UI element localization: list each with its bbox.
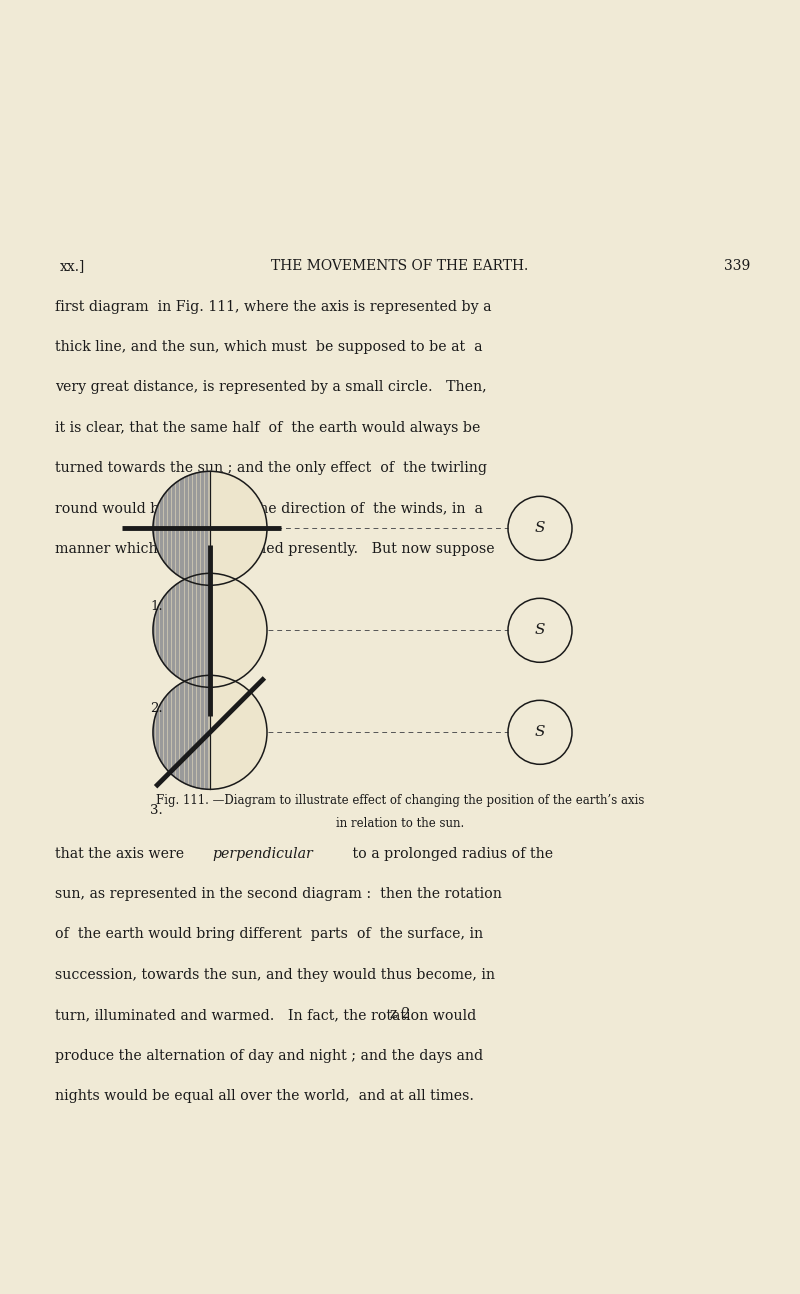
Text: THE MOVEMENTS OF THE EARTH.: THE MOVEMENTS OF THE EARTH.: [271, 259, 529, 273]
Text: z 2: z 2: [390, 1008, 410, 1021]
Text: sun, as represented in the second diagram :  then the rotation: sun, as represented in the second diagra…: [55, 888, 502, 901]
Text: in relation to the sun.: in relation to the sun.: [336, 817, 464, 829]
Text: S: S: [534, 726, 546, 739]
Text: turn, illuminated and warmed.   In fact, the rotation would: turn, illuminated and warmed. In fact, t…: [55, 1008, 476, 1022]
Text: it is clear, that the same half  of  the earth would always be: it is clear, that the same half of the e…: [55, 421, 480, 435]
Text: first diagram  in Fig. 111, where the axis is represented by a: first diagram in Fig. 111, where the axi…: [55, 299, 491, 313]
Text: to a prolonged radius of the: to a prolonged radius of the: [348, 846, 553, 861]
Text: manner which will be explained presently.   But now suppose: manner which will be explained presently…: [55, 542, 494, 556]
Text: S: S: [534, 521, 546, 536]
Polygon shape: [210, 573, 267, 687]
Text: 1.: 1.: [150, 599, 162, 612]
Text: produce the alternation of day and night ; and the days and: produce the alternation of day and night…: [55, 1048, 483, 1062]
Text: that the axis were: that the axis were: [55, 846, 189, 861]
Text: of  the earth would bring different  parts  of  the surface, in: of the earth would bring different parts…: [55, 928, 483, 942]
Text: very great distance, is represented by a small circle.   Then,: very great distance, is represented by a…: [55, 380, 486, 395]
Text: succession, towards the sun, and they would thus become, in: succession, towards the sun, and they wo…: [55, 968, 495, 982]
Polygon shape: [153, 471, 210, 585]
Text: round would be to  modify  the direction of  the winds, in  a: round would be to modify the direction o…: [55, 502, 483, 515]
Text: turned towards the sun ; and the only effect  of  the twirling: turned towards the sun ; and the only ef…: [55, 461, 487, 475]
Text: nights would be equal all over the world,  and at all times.: nights would be equal all over the world…: [55, 1090, 474, 1102]
Text: 3.: 3.: [150, 804, 163, 817]
Text: thick line, and the sun, which must  be supposed to be at  a: thick line, and the sun, which must be s…: [55, 340, 482, 355]
Text: perpendicular: perpendicular: [212, 846, 313, 861]
Polygon shape: [210, 675, 267, 789]
Polygon shape: [153, 675, 210, 789]
Text: xx.]: xx.]: [60, 259, 86, 273]
Polygon shape: [210, 471, 267, 585]
Text: 2.: 2.: [150, 701, 162, 714]
Text: Fig. 111. —Diagram to illustrate effect of changing the position of the earth’s : Fig. 111. —Diagram to illustrate effect …: [156, 795, 644, 807]
Text: S: S: [534, 624, 546, 638]
Polygon shape: [153, 573, 210, 687]
Text: 339: 339: [724, 259, 750, 273]
